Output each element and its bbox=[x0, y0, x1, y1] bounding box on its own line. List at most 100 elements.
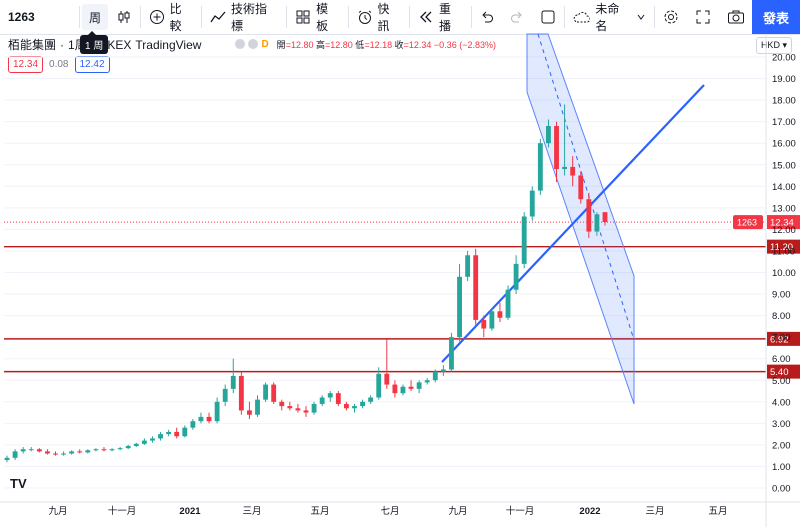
interval-button[interactable]: 周 bbox=[82, 4, 108, 30]
chevron-down-icon bbox=[637, 14, 645, 20]
low-value: =12.18 bbox=[364, 40, 393, 50]
legend-source: TradingView bbox=[135, 37, 202, 52]
x-tick-label: 九月 bbox=[448, 505, 467, 517]
candle-body bbox=[69, 451, 75, 454]
currency-selector[interactable]: HKD ▾ bbox=[755, 37, 792, 54]
interval-tooltip: 1 周 bbox=[80, 31, 109, 54]
toolbar-divider bbox=[470, 6, 472, 28]
candle-body bbox=[392, 384, 398, 394]
price-axis: 0.00 1.00 2.00 3.00 4.00 5.00 6.00 7.00 8.00 9.00… bbox=[765, 34, 796, 527]
undo-icon bbox=[481, 11, 493, 23]
y-tick-label: 18.00 bbox=[772, 96, 796, 107]
fullscreen-icon bbox=[696, 10, 710, 24]
x-tick-label: 七月 bbox=[380, 506, 399, 517]
layout-toggle-button[interactable] bbox=[532, 0, 564, 34]
snapshot-button[interactable] bbox=[719, 0, 753, 34]
toolbar-divider bbox=[201, 6, 203, 28]
candle-body bbox=[255, 399, 260, 415]
symbol-name[interactable]: 栢能集團 bbox=[8, 38, 57, 52]
spread-value: 0.08 bbox=[49, 59, 69, 70]
candle-body bbox=[424, 380, 430, 383]
replay-button[interactable]: 重播 bbox=[410, 0, 470, 34]
candle-body bbox=[562, 166, 568, 170]
x-tick-label: 三月 bbox=[645, 506, 664, 517]
candle-body bbox=[352, 406, 357, 409]
symbol-legend: 栢能集團 · 1周 · HKEX TradingView D 開=12.80 高… bbox=[8, 36, 496, 53]
candle-body bbox=[12, 451, 18, 458]
candle-body bbox=[473, 255, 479, 320]
trade-prices: 12.34 0.08 12.42 bbox=[8, 56, 110, 73]
candle-body bbox=[465, 255, 471, 277]
candle-body bbox=[174, 431, 180, 437]
indicators-label: 技術指標 bbox=[231, 2, 268, 33]
chevron-down-icon: ▾ bbox=[782, 40, 787, 50]
open-value: =12.80 bbox=[285, 40, 314, 50]
candle-body bbox=[586, 199, 592, 232]
candle-body bbox=[360, 401, 365, 407]
candle-body bbox=[457, 276, 462, 338]
sell-price-button[interactable]: 12.34 bbox=[8, 56, 44, 73]
tradingview-logo: TV bbox=[10, 476, 27, 491]
y-tick-label: 4.00 bbox=[772, 397, 791, 408]
candle-body bbox=[497, 311, 503, 318]
y-tick-label: 10.00 bbox=[772, 268, 796, 279]
candle-body bbox=[247, 410, 252, 415]
candle-body bbox=[133, 443, 139, 446]
redo-icon bbox=[510, 11, 522, 23]
alert-label: 快訊 bbox=[377, 2, 390, 33]
compare-button[interactable]: 比較 bbox=[141, 0, 201, 34]
y-tick-label: 5.00 bbox=[772, 376, 791, 387]
publish-button[interactable]: 發表 bbox=[752, 0, 800, 34]
candle-body bbox=[513, 263, 519, 290]
candle-body bbox=[578, 175, 584, 200]
symbol-search-button[interactable]: 1263 bbox=[8, 10, 35, 24]
toolbar-divider bbox=[409, 6, 411, 28]
x-tick-label: 五月 bbox=[310, 506, 329, 517]
candle-body bbox=[287, 406, 293, 409]
fullscreen-button[interactable] bbox=[687, 0, 719, 34]
undo-button[interactable] bbox=[472, 0, 502, 34]
candles-icon bbox=[118, 11, 130, 23]
y-tick-label: 19.00 bbox=[772, 74, 796, 85]
chart-grid bbox=[4, 56, 766, 489]
candle-body bbox=[327, 393, 333, 398]
y-tick-label: 17.00 bbox=[772, 117, 796, 128]
high-value: =12.80 bbox=[325, 40, 353, 50]
y-tick-label: 0.00 bbox=[772, 484, 791, 495]
svg-text:TV: TV bbox=[10, 476, 27, 491]
close-value: =12.34 bbox=[403, 40, 432, 50]
candle-body bbox=[44, 451, 50, 454]
candle-body bbox=[222, 388, 228, 402]
open-label: 開 bbox=[276, 40, 286, 50]
candle-body bbox=[271, 384, 277, 402]
currency-label: HKD bbox=[760, 40, 780, 50]
candle-body bbox=[109, 449, 115, 451]
candle-body bbox=[61, 453, 66, 455]
y-tick-label: 11.00 bbox=[772, 246, 795, 257]
toolbar-divider bbox=[286, 6, 288, 28]
chart-type-button[interactable] bbox=[108, 0, 140, 34]
candle-body bbox=[230, 375, 236, 389]
grid-icon bbox=[296, 10, 310, 24]
alert-button[interactable]: 快訊 bbox=[349, 0, 409, 34]
candle-body bbox=[85, 450, 91, 453]
layout-name-button[interactable]: 未命名 bbox=[565, 0, 654, 34]
redo-button[interactable] bbox=[502, 0, 532, 34]
y-tick-label: 12.00 bbox=[772, 225, 796, 236]
settings-button[interactable] bbox=[655, 0, 687, 34]
buy-price-button[interactable]: 12.42 bbox=[74, 56, 110, 73]
toolbar-divider bbox=[79, 6, 81, 28]
candle-body bbox=[400, 386, 406, 394]
y-tick-label: 15.00 bbox=[772, 160, 796, 171]
indicators-button[interactable]: 技術指標 bbox=[202, 0, 286, 34]
candle-body bbox=[594, 214, 600, 232]
y-tick-label: 7.00 bbox=[772, 333, 791, 344]
templates-button[interactable]: 模板 bbox=[287, 0, 347, 34]
symbol-tag-label: 1263 bbox=[737, 218, 757, 228]
square-icon bbox=[541, 10, 555, 24]
candle-body bbox=[198, 416, 204, 422]
candle-body bbox=[432, 371, 438, 381]
toolbar-divider bbox=[347, 6, 349, 28]
y-tick-label: 14.00 bbox=[772, 182, 796, 193]
